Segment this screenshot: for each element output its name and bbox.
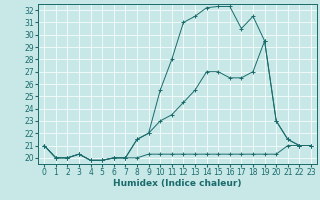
- X-axis label: Humidex (Indice chaleur): Humidex (Indice chaleur): [113, 179, 242, 188]
